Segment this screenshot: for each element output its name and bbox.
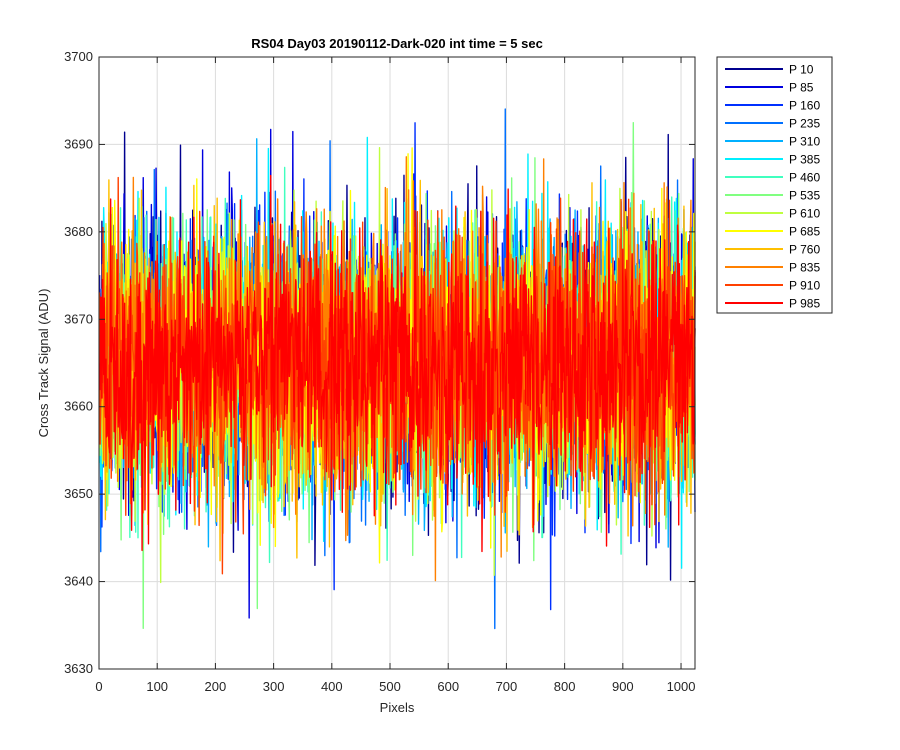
y-tick-label: 3650 xyxy=(64,486,93,501)
legend-label: P 685 xyxy=(789,225,820,239)
legend-label: P 310 xyxy=(789,135,820,149)
x-tick-label: 400 xyxy=(321,679,343,694)
legend: P 10 P 85 P 160 P 235 P 310 P 385 P 460 P 535 P … xyxy=(716,56,833,314)
y-tick-label: 3630 xyxy=(64,661,93,676)
x-tick-label: 1000 xyxy=(667,679,696,694)
x-tick-label: 100 xyxy=(146,679,168,694)
x-tick-label: 600 xyxy=(437,679,459,694)
legend-box xyxy=(716,56,833,314)
x-tick-label: 0 xyxy=(95,679,102,694)
x-tick-label: 700 xyxy=(496,679,518,694)
y-axis-ticks: 3630 3640 3650 3660 3670 3680 3690 3700 xyxy=(64,49,695,676)
y-tick-label: 3700 xyxy=(64,49,93,64)
legend-label: P 385 xyxy=(789,153,820,167)
x-tick-label: 300 xyxy=(263,679,285,694)
legend-label: P 460 xyxy=(789,171,820,185)
legend-label: P 160 xyxy=(789,99,820,113)
y-tick-label: 3660 xyxy=(64,399,93,414)
x-tick-label: 500 xyxy=(379,679,401,694)
y-tick-label: 3640 xyxy=(64,574,93,589)
legend-label: P 835 xyxy=(789,261,820,275)
legend-label: P 535 xyxy=(789,189,820,203)
legend-label: P 85 xyxy=(789,81,814,95)
y-tick-label: 3680 xyxy=(64,224,93,239)
legend-label: P 985 xyxy=(789,297,820,311)
plot-area-border xyxy=(98,56,696,670)
x-tick-label: 800 xyxy=(554,679,576,694)
x-tick-label: 200 xyxy=(205,679,227,694)
series-line-p985 xyxy=(98,174,696,553)
legend-label: P 235 xyxy=(789,117,820,131)
x-tick-label: 900 xyxy=(612,679,634,694)
data-series-group xyxy=(98,108,696,630)
y-tick-label: 3690 xyxy=(64,136,93,151)
x-axis-ticks: 0 100 200 300 400 500 600 700 800 900 1000 xyxy=(95,57,695,694)
legend-label: P 760 xyxy=(789,243,820,257)
x-axis-label: Pixels xyxy=(380,700,415,715)
legend-label: P 910 xyxy=(789,279,820,293)
y-tick-label: 3670 xyxy=(64,311,93,326)
legend-label: P 10 xyxy=(789,63,814,77)
y-axis-label: Cross Track Signal (ADU) xyxy=(36,289,51,438)
legend-label: P 610 xyxy=(789,207,820,221)
chart-title: RS04 Day03 20190112-Dark-020 int time = … xyxy=(251,36,543,51)
